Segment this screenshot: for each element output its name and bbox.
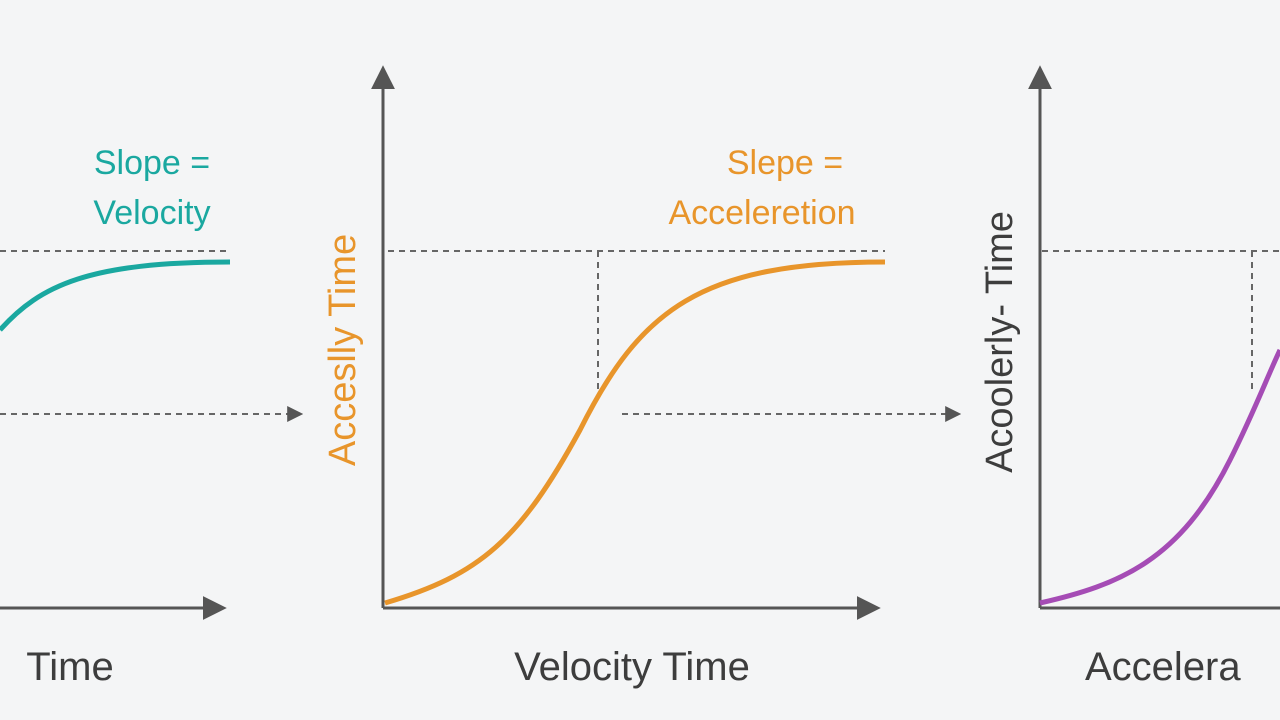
x-label: Accelera xyxy=(1085,645,1241,689)
curve xyxy=(384,259,886,606)
panel-velocity: Slope = Velocity Time xyxy=(0,144,304,689)
curve xyxy=(0,259,231,332)
annotation: Acceleretion xyxy=(668,194,855,232)
curve xyxy=(1039,348,1280,606)
x-label: Velocity Time xyxy=(514,645,750,689)
panel-jerk: Acoolerly- Time Accelera xyxy=(979,65,1280,689)
x-label: Time xyxy=(26,645,113,689)
panel-acceleration: Slepe = Acceleretion Acceslly Time Veloc… xyxy=(322,65,962,689)
y-label: Acceslly Time xyxy=(322,234,364,466)
annotation: Slope = xyxy=(94,144,210,182)
annotation: Slepe = xyxy=(727,144,843,182)
y-label: Acoolerly- Time xyxy=(979,211,1021,473)
annotation: Velocity xyxy=(93,194,210,232)
